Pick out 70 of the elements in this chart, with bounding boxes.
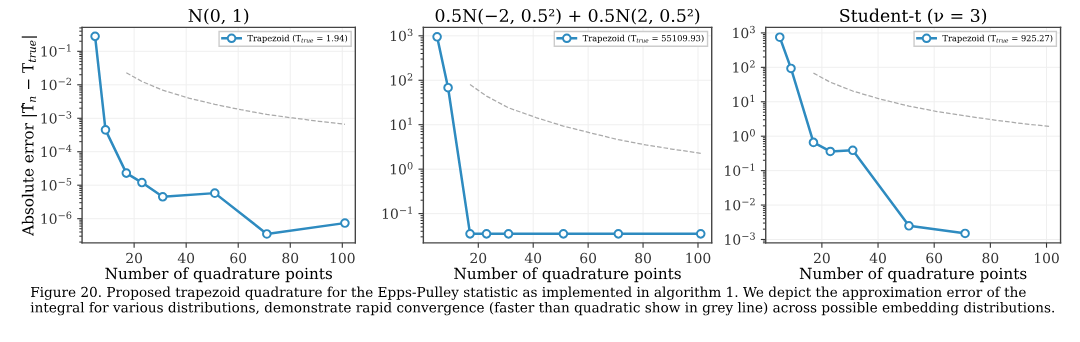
point [695, 229, 706, 239]
x-tick-label: 60 [580, 252, 597, 264]
point [262, 229, 272, 239]
point [960, 228, 970, 239]
x-tick-label: 40 [524, 252, 542, 264]
point [613, 229, 624, 239]
x-tick-label: 100 [1034, 252, 1059, 264]
caption: Figure 20. Proposed trapezoid quadrature for the Epps-Pulley statistic as implemented in algorithm 1. We depict the approximation error of the integral for various distributions, demonstrate rapid convergence (faster than quadratic show in grey line) across possible embedding distributions. [30, 286, 1055, 316]
x-tick-label: 60 [926, 252, 943, 264]
point [210, 188, 220, 198]
x-tick-label: 20 [813, 252, 830, 264]
point [481, 229, 492, 239]
point [904, 220, 914, 231]
x-tick-label: 80 [635, 252, 651, 264]
legend-label: Trapezoid (T$_{true}$ = 1.94) [247, 34, 348, 43]
point [100, 125, 111, 135]
y-tick-label: 10$^{3}$ [733, 25, 755, 39]
chart-title: N(0, 1) [188, 8, 249, 25]
point [774, 32, 785, 43]
point [443, 82, 453, 93]
y-axis-title: Absolute error |T̂$_{n}$ − T$_{true}$| [21, 36, 38, 236]
y-tick-label: 10$^{−1}$ [41, 44, 71, 57]
point [847, 145, 858, 156]
y-tick-label: 10$^{2}$ [733, 60, 755, 73]
point [786, 63, 796, 74]
x-tick-label: 20 [126, 252, 143, 264]
point [558, 229, 569, 239]
point [121, 168, 132, 178]
x-axis-title: Number of quadrature points [799, 267, 1027, 283]
chart-title: Student-t (ν = 3) [840, 8, 987, 25]
legend-label: Trapezoid (T$_{true}$ = 55109.93) [582, 34, 704, 43]
y-tick-label: 10$^{−4}$ [41, 144, 72, 158]
point [808, 137, 819, 148]
point [90, 31, 100, 42]
line-series [812, 72, 1050, 128]
x-tick-label: 80 [982, 252, 999, 264]
y-tick-label: 10$^{0}$ [390, 162, 413, 175]
y-tick-label: 10$^{−2}$ [41, 77, 72, 91]
point [340, 218, 350, 228]
point [503, 229, 514, 239]
y-tick-label: 10$^{−5}$ [41, 178, 72, 191]
y-tick-label: 10$^{0}$ [733, 129, 755, 142]
line-series [125, 72, 346, 125]
point [825, 146, 836, 157]
x-axis-title: Number of quadrature points [454, 267, 681, 283]
y-tick-label: 10$^{2}$ [390, 73, 413, 86]
x-tick-label: 80 [282, 252, 299, 264]
y-tick-label: 10$^{−6}$ [41, 211, 72, 225]
legend-label: Trapezoid (T$_{true}$ = 925.27) [942, 34, 1053, 43]
x-tick-label: 60 [230, 252, 247, 264]
point [157, 192, 168, 202]
y-tick-label: 10$^{−3}$ [41, 111, 72, 124]
x-tick-label: 100 [686, 252, 711, 264]
y-tick-label: 10$^{−1}$ [725, 163, 755, 176]
line-series [469, 83, 702, 154]
x-tick-label: 20 [470, 252, 487, 264]
y-tick-label: 10$^{1}$ [733, 94, 755, 108]
y-tick-label: 10$^{3}$ [390, 28, 413, 42]
y-tick-label: 10$^{1}$ [390, 117, 412, 131]
point [137, 177, 147, 188]
x-axis-title: Number of quadrature points [105, 267, 332, 283]
chart-title: 0.5N(−2, 0.5²) + 0.5N(2, 0.5²) [435, 8, 700, 25]
x-tick-label: 40 [869, 252, 886, 264]
point [465, 229, 475, 239]
y-tick-label: 10$^{−1}$ [382, 206, 412, 219]
x-tick-label: 40 [177, 252, 195, 264]
y-tick-label: 10$^{−2}$ [725, 197, 755, 211]
y-tick-label: 10$^{−3}$ [725, 232, 755, 245]
x-tick-label: 100 [330, 252, 355, 264]
point [432, 32, 442, 42]
